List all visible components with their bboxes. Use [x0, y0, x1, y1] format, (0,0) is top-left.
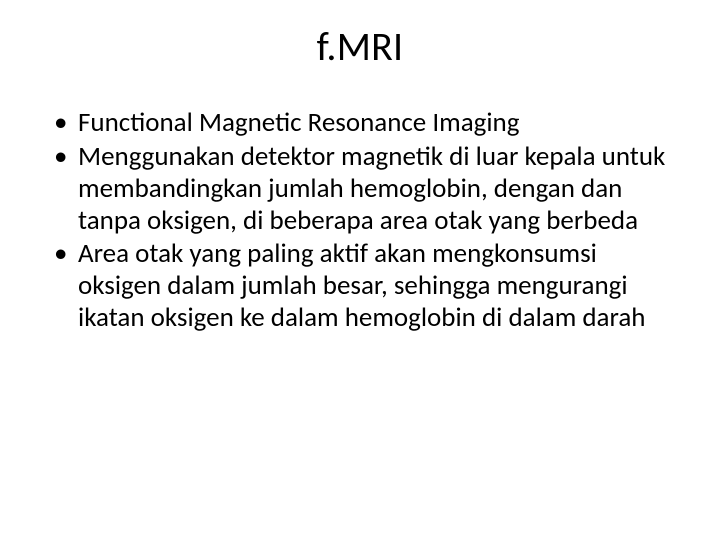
slide: f.MRI Functional Magnetic Resonance Imag…	[0, 0, 720, 540]
list-item: Menggunakan detektor magnetik di luar ke…	[54, 141, 680, 237]
slide-title: f.MRI	[0, 0, 720, 89]
list-item: Area otak yang paling aktif akan mengkon…	[54, 238, 680, 334]
bullet-list: Functional Magnetic Resonance Imaging Me…	[54, 107, 680, 334]
slide-body: Functional Magnetic Resonance Imaging Me…	[0, 89, 720, 334]
list-item: Functional Magnetic Resonance Imaging	[54, 107, 680, 139]
